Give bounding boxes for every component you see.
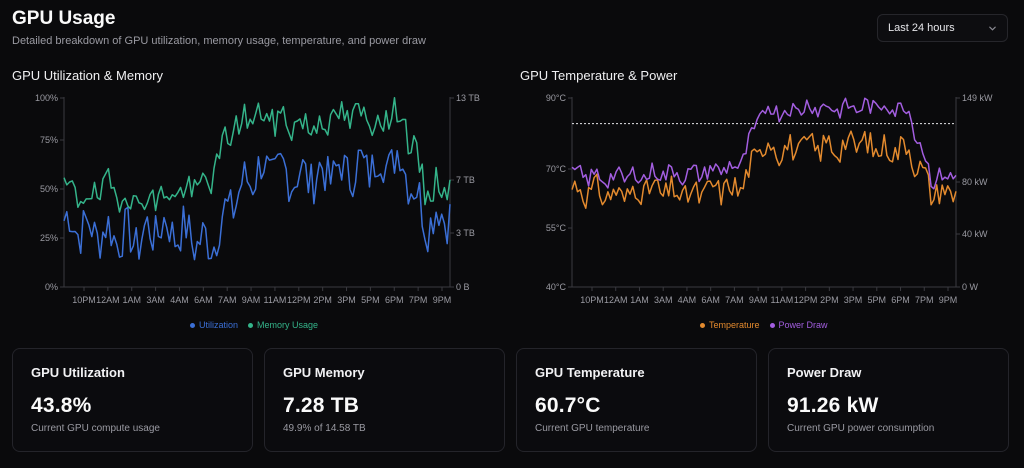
x-tick-label: 5PM — [868, 295, 887, 305]
x-tick-label: 4AM — [170, 295, 189, 305]
y-tick-label-right: 149 kW — [962, 93, 993, 103]
x-tick-label: 9AM — [749, 295, 768, 305]
card-gpu-utilization: GPU Utilization 43.8% Current GPU comput… — [12, 348, 253, 452]
x-tick-label: 3AM — [146, 295, 165, 305]
x-tick-label: 7AM — [218, 295, 237, 305]
card-value: 60.7°C — [535, 394, 601, 417]
legend-item-memory[interactable]: Memory Usage — [248, 320, 318, 330]
x-tick-label: 6AM — [194, 295, 213, 305]
y-tick-label-left: 25% — [40, 233, 58, 243]
x-tick-label: 9PM — [939, 295, 958, 305]
chart-title-temperature: GPU Temperature & Power — [520, 68, 678, 83]
x-tick-label: 2PM — [313, 295, 332, 305]
y-tick-label-left: 90°C — [546, 93, 567, 103]
x-tick-label: 4AM — [678, 295, 697, 305]
legend-left: Utilization Memory Usage — [190, 320, 318, 330]
legend-label: Utilization — [199, 320, 239, 330]
y-tick-label-left: 55°C — [546, 223, 567, 233]
card-title: GPU Memory — [283, 365, 365, 380]
chart-title-utilization: GPU Utilization & Memory — [12, 68, 163, 83]
legend-item-power[interactable]: Power Draw — [769, 320, 828, 330]
card-subtext: Current GPU power consumption — [787, 423, 935, 434]
card-title: GPU Temperature — [535, 365, 645, 380]
x-tick-label: 2PM — [820, 295, 839, 305]
card-value: 91.26 kW — [787, 394, 879, 417]
x-tick-label: 12AM — [604, 295, 628, 305]
y-tick-label-right: 7 TB — [456, 175, 475, 185]
x-tick-label: 1AM — [122, 295, 141, 305]
y-tick-label-left: 40°C — [546, 282, 567, 292]
x-tick-label: 5PM — [361, 295, 380, 305]
card-title: Power Draw — [787, 365, 862, 380]
page-subtitle: Detailed breakdown of GPU utilization, m… — [12, 35, 426, 47]
x-tick-label: 3PM — [337, 295, 356, 305]
page-title: GPU Usage — [12, 8, 116, 29]
x-tick-label: 12AM — [96, 295, 120, 305]
legend-label: Temperature — [709, 320, 760, 330]
x-tick-label: 10PM — [72, 295, 96, 305]
legend-item-temperature[interactable]: Temperature — [700, 320, 760, 330]
temperature-legend-dot — [700, 322, 705, 328]
card-power-draw: Power Draw 91.26 kW Current GPU power co… — [768, 348, 1009, 452]
y-tick-label-right: 0 W — [962, 282, 979, 292]
legend-item-utilization[interactable]: Utilization — [190, 320, 238, 330]
card-value: 7.28 TB — [283, 394, 360, 417]
card-value: 43.8% — [31, 394, 92, 417]
card-gpu-memory: GPU Memory 7.28 TB 49.9% of 14.58 TB — [264, 348, 505, 452]
y-tick-label-left: 75% — [40, 135, 58, 145]
x-tick-label: 12PM — [287, 295, 311, 305]
temperature-line — [571, 130, 957, 209]
y-tick-label-left: 0% — [45, 282, 58, 292]
x-tick-label: 3PM — [844, 295, 863, 305]
y-tick-label-right: 80 kW — [962, 177, 988, 187]
y-tick-label-left: 100% — [35, 93, 58, 103]
card-gpu-temperature: GPU Temperature 60.7°C Current GPU tempe… — [516, 348, 757, 452]
legend-right: Temperature Power Draw — [700, 320, 828, 330]
y-tick-label-left: 70°C — [546, 164, 567, 174]
y-tick-label-right: 3 TB — [456, 228, 475, 238]
x-tick-label: 11AM — [264, 295, 287, 305]
x-tick-label: 7PM — [915, 295, 934, 305]
x-tick-label: 7AM — [725, 295, 744, 305]
time-range-select[interactable]: Last 24 hours — [877, 14, 1008, 42]
x-tick-label: 6PM — [385, 295, 404, 305]
x-tick-label: 7PM — [409, 295, 428, 305]
memory-usage-line — [63, 96, 451, 213]
legend-label: Power Draw — [778, 320, 828, 330]
x-tick-label: 10PM — [580, 295, 604, 305]
y-tick-label-right: 40 kW — [962, 229, 988, 239]
x-tick-label: 3AM — [654, 295, 673, 305]
utilization-legend-dot — [190, 322, 195, 328]
y-tick-label-left: 50% — [40, 184, 58, 194]
x-tick-label: 11AM — [770, 295, 793, 305]
card-subtext: 49.9% of 14.58 TB — [283, 423, 366, 434]
y-tick-label-right: 0 B — [456, 282, 470, 292]
y-tick-label-right: 13 TB — [456, 93, 480, 103]
x-tick-label: 1AM — [630, 295, 649, 305]
legend-label: Memory Usage — [257, 320, 319, 330]
x-tick-label: 9PM — [433, 295, 452, 305]
card-title: GPU Utilization — [31, 365, 125, 380]
x-tick-label: 6AM — [701, 295, 720, 305]
time-range-value: Last 24 hours — [888, 22, 955, 34]
x-tick-label: 6PM — [891, 295, 910, 305]
power-legend-dot — [769, 322, 775, 328]
utilization-line — [63, 149, 451, 261]
card-subtext: Current GPU temperature — [535, 423, 650, 434]
memory-legend-dot — [248, 322, 254, 328]
power-draw-line — [571, 97, 957, 190]
chevron-down-icon — [987, 23, 997, 33]
x-tick-label: 12PM — [794, 295, 818, 305]
x-tick-label: 9AM — [242, 295, 261, 305]
card-subtext: Current GPU compute usage — [31, 423, 160, 434]
